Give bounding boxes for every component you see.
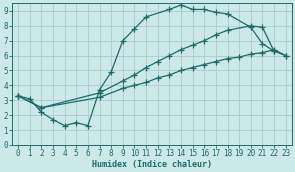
X-axis label: Humidex (Indice chaleur): Humidex (Indice chaleur) — [92, 159, 212, 169]
